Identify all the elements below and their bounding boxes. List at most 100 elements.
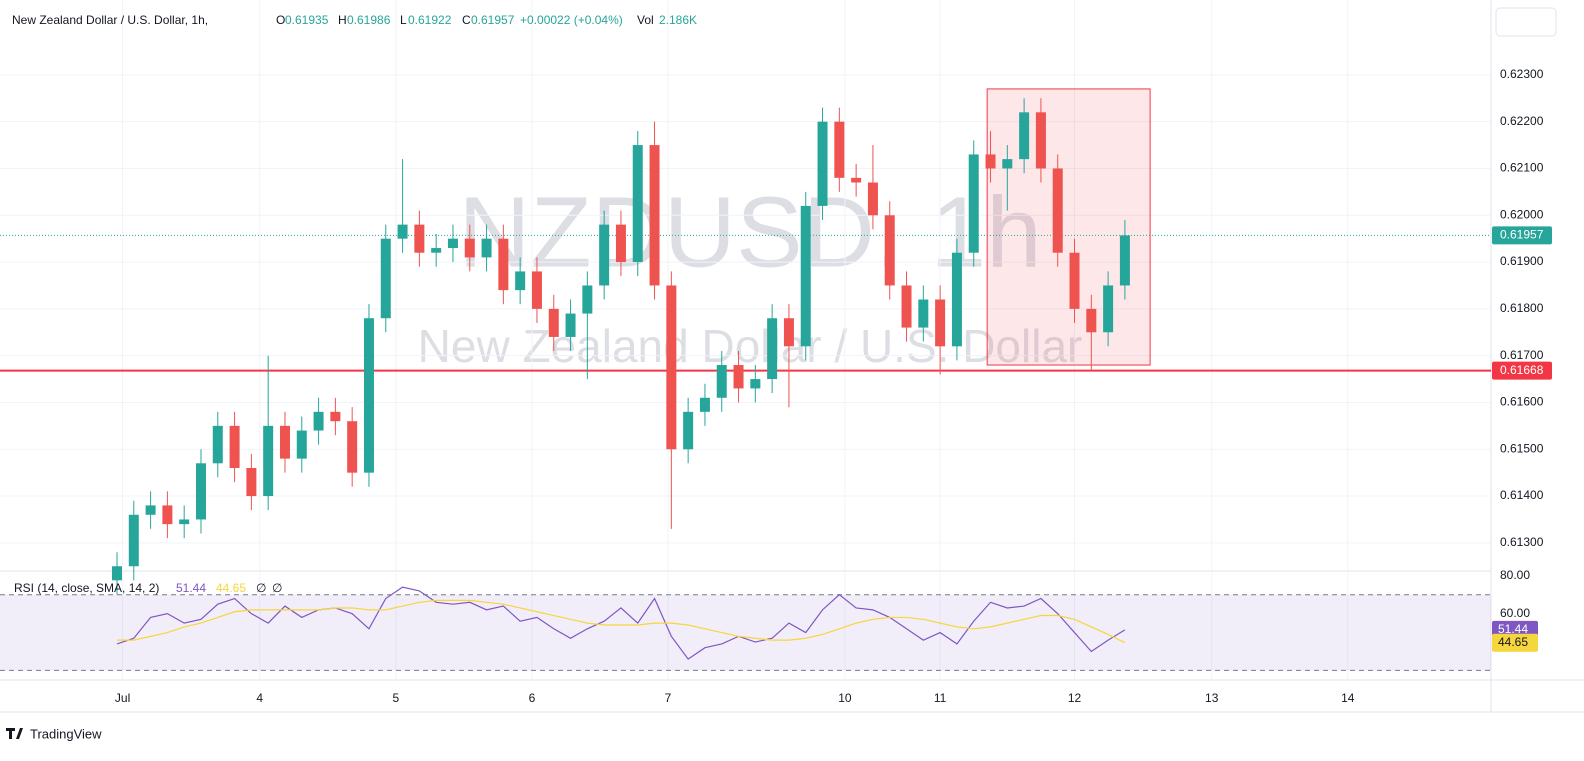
candle-body: [279, 425, 290, 459]
y-tick-label: 0.61600: [1500, 395, 1544, 409]
y-tick-label: 0.61900: [1500, 254, 1544, 268]
candle-body: [666, 285, 677, 450]
candle-body: [884, 215, 895, 286]
high-value: 0.61986: [347, 13, 391, 27]
y-tick-label: 0.61500: [1500, 441, 1544, 455]
value-tag: [1492, 633, 1538, 652]
candle-body: [918, 299, 929, 328]
price-tag: [1492, 226, 1552, 245]
candle-body: [733, 365, 744, 389]
candle-body: [632, 145, 643, 263]
candle-body: [985, 154, 996, 169]
brand: TradingView: [30, 726, 102, 741]
x-tick-label: Jul: [115, 691, 130, 705]
candle-body: [313, 411, 324, 431]
x-tick-label: 6: [529, 691, 536, 705]
candle-body: [548, 308, 559, 337]
candle-body: [1086, 308, 1097, 333]
y-tick-label: 0.62300: [1500, 67, 1544, 81]
legend-extra: ∅: [256, 581, 266, 595]
candle-body: [649, 145, 660, 286]
watermark-ticker: NZDUSD, 1h: [458, 176, 1041, 288]
settings-button[interactable]: [1495, 7, 1557, 37]
rsi-line: [116, 599, 1126, 644]
candle-body: [397, 224, 408, 239]
candle-body: [834, 121, 845, 178]
rsi-title: RSI (14, close, SMA, 14, 2): [14, 581, 159, 595]
volume-label: Vol: [637, 13, 654, 27]
value-tag-label: 51.44: [1498, 622, 1528, 636]
candle-body: [380, 238, 391, 319]
logo-icon: [6, 728, 23, 739]
x-tick-label: 10: [838, 691, 852, 705]
legend-extra: ∅: [272, 581, 282, 595]
open-label: O: [276, 13, 285, 27]
y-tick-label: 0.61300: [1500, 535, 1544, 549]
candle-body: [246, 467, 257, 497]
x-tick-label: 5: [393, 691, 400, 705]
rsi-line: [116, 586, 1126, 660]
tradingview-logo[interactable]: TradingView: [6, 726, 102, 741]
candle-body: [531, 271, 542, 309]
y-tick-label: 0.61400: [1500, 488, 1544, 502]
x-tick-label: 7: [665, 691, 672, 705]
open-value: 0.61935: [285, 13, 329, 27]
candle-body: [1052, 168, 1063, 253]
candle-body: [951, 252, 962, 347]
candle-body: [263, 425, 274, 497]
y-tick-label: 0.62000: [1500, 207, 1544, 221]
x-tick-label: 13: [1205, 691, 1219, 705]
candle-body: [498, 238, 509, 291]
candle-body: [1069, 252, 1080, 309]
candle-body: [128, 514, 139, 567]
candle-body: [750, 379, 761, 389]
candle-body: [347, 421, 358, 473]
candle-body: [195, 463, 206, 520]
candle-body: [464, 238, 475, 258]
candle-body: [699, 397, 710, 412]
candle-body: [767, 318, 778, 380]
candle-body: [851, 177, 862, 183]
candle-body: [800, 205, 811, 347]
candle-body: [481, 238, 492, 258]
x-tick-label: 4: [256, 691, 263, 705]
candle-body: [1019, 112, 1030, 160]
close-value: 0.61957: [471, 13, 515, 27]
volume-value: 2.186K: [659, 13, 697, 27]
y-tick-label: 0.61700: [1500, 348, 1544, 362]
y-tick-label: 60.00: [1500, 606, 1530, 620]
candle-body: [817, 121, 828, 206]
candle-body: [1103, 285, 1114, 333]
candle-body: [145, 505, 156, 515]
candle-body: [582, 285, 593, 314]
candle-body: [212, 425, 223, 464]
high-label: H: [338, 13, 347, 27]
low-value: 0.61922: [408, 13, 452, 27]
candle-body: [447, 238, 458, 249]
candle-body: [1035, 112, 1046, 169]
candle-body: [968, 154, 979, 253]
candle-body: [599, 224, 610, 286]
price-tag: [1492, 361, 1552, 380]
change: +0.00022 (+0.04%): [520, 13, 623, 27]
candle-body: [414, 224, 425, 253]
marks: Jul 4 5 6 7 10 11 12 13 14 0.61300 0.61400 0.61500 0.…: [0, 0, 1552, 705]
low-label: L: [400, 13, 407, 27]
y-tick-label: 0.62100: [1500, 161, 1544, 175]
highlight-rectangle: [986, 88, 1151, 366]
candle-body: [565, 313, 576, 337]
candle-body: [179, 519, 190, 525]
rsi-band: [0, 594, 1491, 671]
candle-body: [363, 318, 374, 473]
price-tag-label: 0.61668: [1500, 363, 1544, 377]
candle-body: [935, 299, 946, 347]
candle-body: [162, 505, 173, 525]
value-tag-label: 44.65: [1498, 635, 1528, 649]
y-tick-label: 80.00: [1500, 568, 1530, 582]
candle-body: [330, 411, 341, 422]
candle-body: [515, 271, 526, 291]
candle-body: [431, 248, 442, 253]
sma-legend-value: 44.65: [216, 581, 246, 595]
